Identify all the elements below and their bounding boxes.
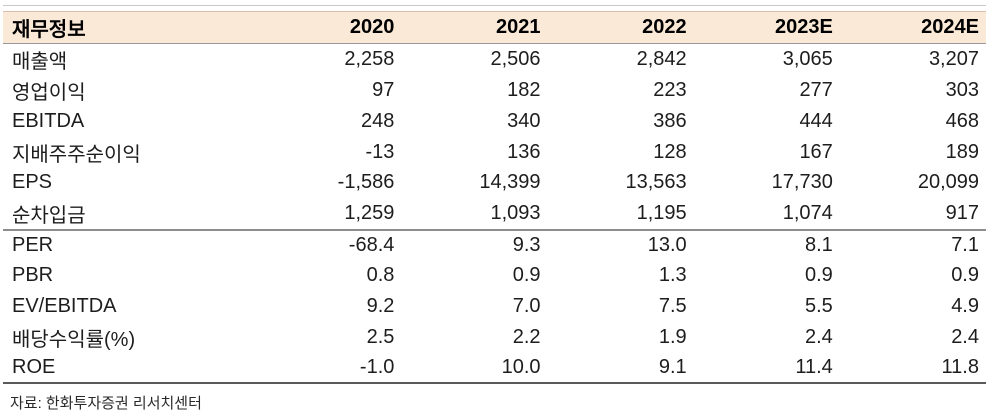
cell: 248 bbox=[361, 109, 395, 132]
table-row-roe: ROE -1.0 10.0 9.1 11.4 11.8 bbox=[3, 353, 986, 384]
cell: 1,195 bbox=[636, 202, 687, 224]
cell: 128 bbox=[653, 140, 687, 163]
cell: 2.4 bbox=[805, 325, 833, 348]
section-valuation-ratios: PER -68.4 9.3 13.0 8.1 7.1 PBR 0.8 0.9 1… bbox=[3, 230, 986, 383]
cell: -1.0 bbox=[359, 355, 395, 378]
cell: 7.5 bbox=[658, 294, 687, 317]
cell: 303 bbox=[945, 79, 979, 101]
cell: 1.9 bbox=[658, 325, 687, 348]
cell: 167 bbox=[799, 140, 833, 163]
cell: 2.5 bbox=[366, 325, 395, 348]
row-label: 순차입금 bbox=[12, 205, 86, 227]
row-label: PBR bbox=[12, 264, 54, 287]
cell: -68.4 bbox=[348, 234, 395, 257]
cell: -13 bbox=[365, 140, 395, 163]
cell: -1,586 bbox=[337, 171, 395, 194]
top-divider bbox=[3, 5, 986, 6]
cell: 223 bbox=[653, 79, 687, 101]
cell: 11.4 bbox=[795, 355, 833, 378]
cell: 0.8 bbox=[366, 264, 395, 287]
cell: 11.8 bbox=[941, 355, 979, 378]
source-note: 자료: 한화투자증권 리서치센터 bbox=[10, 395, 202, 412]
cell: 136 bbox=[507, 140, 541, 163]
table-row-revenue: 매출액 2,258 2,506 2,842 3,065 3,207 bbox=[3, 44, 986, 76]
cell: 0.9 bbox=[951, 264, 979, 287]
cell: 9.1 bbox=[658, 355, 687, 378]
cell: 4.9 bbox=[951, 294, 979, 317]
row-label: 배당수익률(%) bbox=[12, 328, 136, 351]
cell: 0.9 bbox=[512, 264, 541, 287]
table-row-operating-profit: 영업이익 97 182 223 277 303 bbox=[3, 75, 986, 106]
cell: 9.3 bbox=[512, 234, 541, 257]
cell: 2,258 bbox=[344, 48, 395, 70]
table-row-per: PER -68.4 9.3 13.0 8.1 7.1 bbox=[3, 230, 986, 261]
cell: 14,399 bbox=[479, 171, 541, 194]
cell: 3,065 bbox=[782, 48, 833, 70]
cell: 1,093 bbox=[490, 202, 541, 224]
row-label: 영업이익 bbox=[12, 82, 86, 104]
row-label: EBITDA bbox=[12, 109, 85, 132]
column-header-2023e: 2023E bbox=[693, 11, 840, 44]
table-row-net-debt: 순차입금 1,259 1,093 1,195 1,074 917 bbox=[3, 198, 986, 230]
cell: 20,099 bbox=[917, 171, 979, 194]
table-row-dividend-yield: 배당수익률(%) 2.5 2.2 1.9 2.4 2.4 bbox=[3, 322, 986, 353]
cell: 17,730 bbox=[771, 171, 833, 194]
row-label: PER bbox=[12, 234, 54, 257]
cell: 8.1 bbox=[805, 234, 833, 257]
cell: 1,074 bbox=[782, 202, 833, 224]
cell: 7.0 bbox=[512, 294, 541, 317]
table-row-pbr: PBR 0.8 0.9 1.3 0.9 0.9 bbox=[3, 261, 986, 292]
cell: 340 bbox=[507, 109, 541, 132]
cell: 182 bbox=[507, 79, 541, 101]
cell: 2.4 bbox=[951, 325, 979, 348]
row-label: EPS bbox=[12, 171, 53, 194]
cell: 7.1 bbox=[951, 234, 979, 257]
column-header-2020: 2020 bbox=[255, 11, 402, 44]
row-label: ROE bbox=[12, 355, 56, 378]
cell: 2,506 bbox=[490, 48, 541, 70]
cell: 13.0 bbox=[647, 234, 687, 257]
cell: 189 bbox=[945, 140, 979, 163]
cell: 917 bbox=[945, 202, 979, 224]
cell: 444 bbox=[799, 109, 833, 132]
cell: 2.2 bbox=[512, 325, 541, 348]
row-label: 지배주주순이익 bbox=[12, 143, 141, 166]
section-earnings: 매출액 2,258 2,506 2,842 3,065 3,207 영업이익 9… bbox=[3, 44, 986, 231]
cell: 2,842 bbox=[636, 48, 687, 70]
cell: 3,207 bbox=[928, 48, 979, 70]
cell: 10.0 bbox=[501, 355, 541, 378]
column-header-financial-info: 재무정보 bbox=[3, 11, 256, 44]
cell: 13,563 bbox=[625, 171, 687, 194]
cell: 9.2 bbox=[366, 294, 395, 317]
table-header-row: 재무정보 2020 2021 2022 2023E 2024E bbox=[3, 11, 986, 44]
table-row-eps: EPS -1,586 14,399 13,563 17,730 20,099 bbox=[3, 168, 986, 199]
table-header: 재무정보 2020 2021 2022 2023E 2024E bbox=[3, 11, 986, 44]
row-label: EV/EBITDA bbox=[12, 294, 117, 317]
table-row-ev-ebitda: EV/EBITDA 9.2 7.0 7.5 5.5 4.9 bbox=[3, 291, 986, 322]
column-header-2021: 2021 bbox=[401, 11, 548, 44]
table-row-net-income: 지배주주순이익 -13 136 128 167 189 bbox=[3, 137, 986, 168]
cell: 5.5 bbox=[805, 294, 833, 317]
row-label: 매출액 bbox=[12, 51, 68, 73]
financial-summary-table: 재무정보 2020 2021 2022 2023E 2024E 매출액 2,25… bbox=[3, 11, 986, 384]
column-header-2024e: 2024E bbox=[839, 11, 986, 44]
cell: 0.9 bbox=[805, 264, 833, 287]
cell: 468 bbox=[945, 109, 979, 132]
table-row-ebitda: EBITDA 248 340 386 444 468 bbox=[3, 106, 986, 137]
cell: 1.3 bbox=[658, 264, 687, 287]
cell: 1,259 bbox=[344, 202, 395, 224]
cell: 97 bbox=[372, 79, 395, 101]
cell: 386 bbox=[653, 109, 687, 132]
cell: 277 bbox=[799, 79, 833, 101]
column-header-2022: 2022 bbox=[547, 11, 694, 44]
